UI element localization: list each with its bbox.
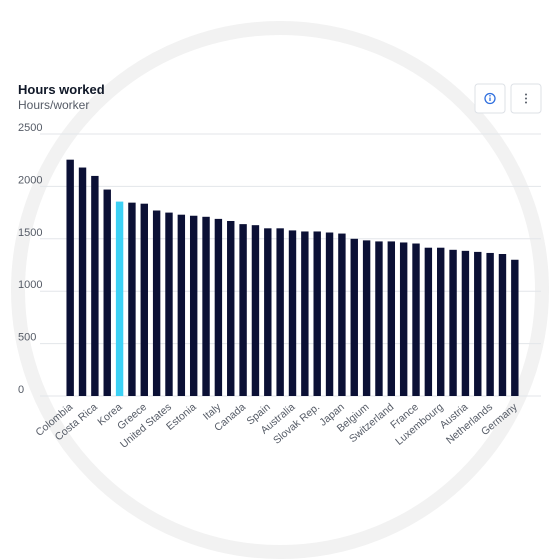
bar xyxy=(301,231,309,396)
bar xyxy=(449,249,457,396)
bar xyxy=(165,212,173,396)
menu-dot[interactable] xyxy=(525,93,527,96)
y-tick-label: 1500 xyxy=(18,227,42,239)
y-tick-label: 500 xyxy=(18,332,36,344)
bar xyxy=(399,242,408,396)
y-tick-label: 1000 xyxy=(18,279,42,291)
bar xyxy=(177,214,186,396)
y-tick-label: 2500 xyxy=(18,122,42,134)
bar xyxy=(486,252,494,396)
bar xyxy=(498,253,507,396)
y-tick-label: 0 xyxy=(18,384,24,396)
bar xyxy=(115,201,124,396)
info-icon-dot[interactable] xyxy=(489,95,491,97)
bar xyxy=(103,189,111,396)
bar xyxy=(474,251,482,396)
watermark xyxy=(11,21,549,559)
info-icon[interactable] xyxy=(484,92,496,105)
menu-dot[interactable] xyxy=(525,97,527,100)
bar xyxy=(227,220,235,396)
bar xyxy=(375,241,383,396)
bar xyxy=(91,175,99,396)
bar xyxy=(140,203,148,396)
bar xyxy=(239,224,247,396)
menu-button[interactable] xyxy=(510,83,542,114)
bar xyxy=(202,216,210,396)
bar xyxy=(511,259,519,396)
bar xyxy=(78,167,87,396)
chart-title: Hours worked xyxy=(18,82,105,97)
bar xyxy=(350,238,358,396)
bar xyxy=(251,225,260,396)
bar xyxy=(288,230,297,396)
bar xyxy=(264,228,272,396)
bar xyxy=(424,247,433,396)
bar xyxy=(387,241,396,396)
y-tick-label: 2000 xyxy=(18,174,42,186)
bar xyxy=(461,250,470,396)
bar xyxy=(412,243,420,396)
chart-subtitle: Hours/worker xyxy=(18,98,89,112)
bar xyxy=(313,231,321,396)
bar xyxy=(189,215,198,396)
bar xyxy=(214,218,223,396)
bar xyxy=(437,247,445,396)
bar xyxy=(276,228,284,396)
bar xyxy=(325,232,334,396)
bar xyxy=(66,159,74,396)
bar xyxy=(152,210,161,396)
bar xyxy=(128,202,136,396)
info-button[interactable] xyxy=(474,83,506,114)
menu-dot[interactable] xyxy=(525,101,527,104)
bar xyxy=(338,233,346,396)
bar xyxy=(362,240,371,396)
